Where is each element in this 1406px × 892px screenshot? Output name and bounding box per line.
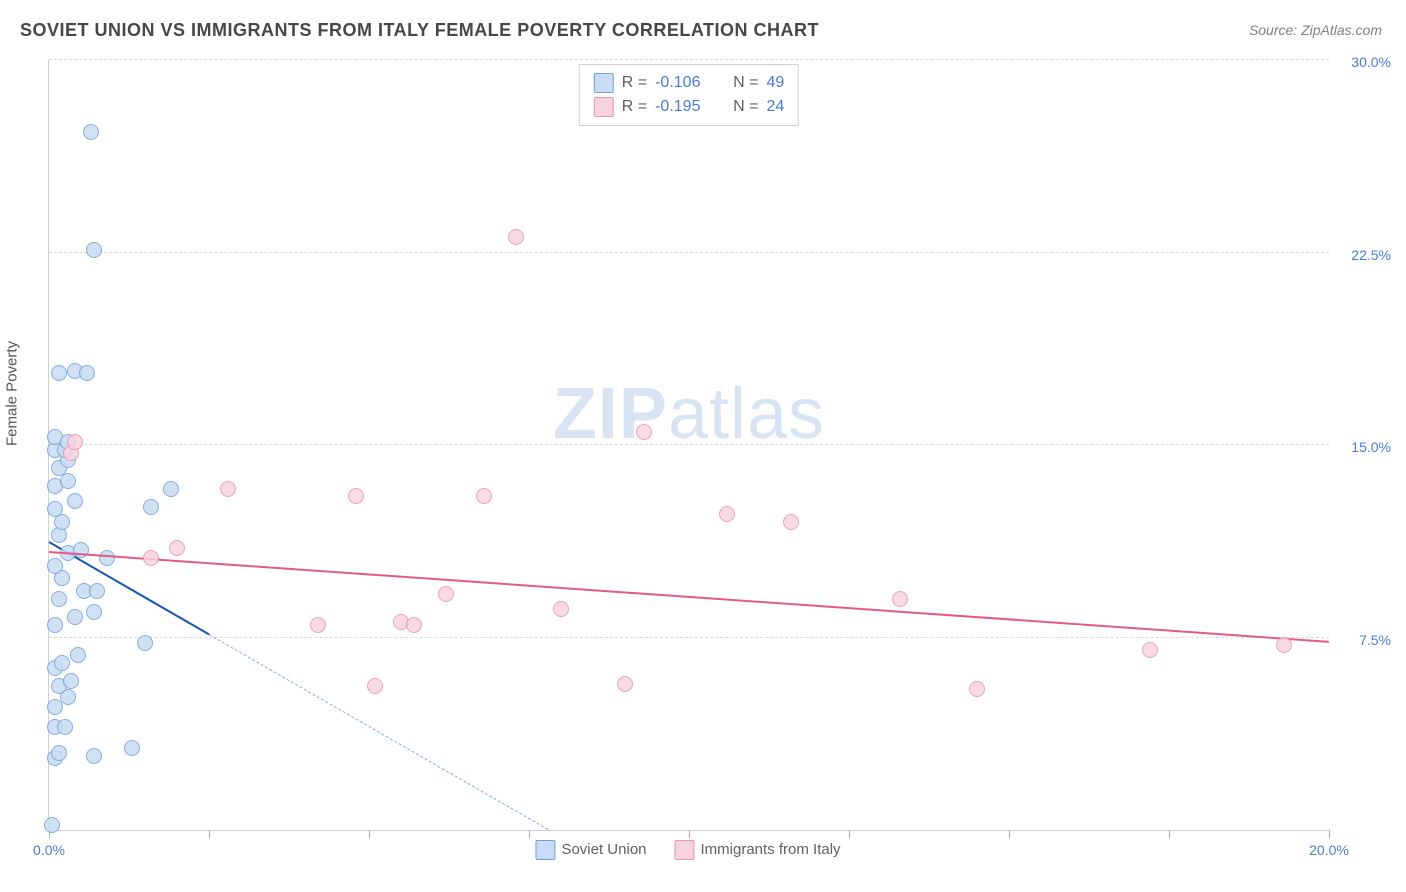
watermark: ZIPatlas (553, 373, 825, 455)
data-point (220, 481, 236, 497)
y-axis-title: Female Poverty (4, 341, 21, 446)
data-point (438, 586, 454, 602)
legend-series: Soviet Union Immigrants from Italy (535, 840, 840, 860)
chart-title: SOVIET UNION VS IMMIGRANTS FROM ITALY FE… (20, 20, 819, 41)
data-point (83, 124, 99, 140)
data-point (57, 719, 73, 735)
data-point (60, 473, 76, 489)
data-point (124, 740, 140, 756)
legend-stat-row: R =-0.195N =24 (594, 95, 784, 119)
data-point (47, 558, 63, 574)
gridline (49, 444, 1329, 445)
data-point (70, 647, 86, 663)
trend-line (49, 551, 1329, 643)
x-tick (1329, 830, 1330, 838)
data-point (86, 604, 102, 620)
data-point (969, 681, 985, 697)
x-tick (689, 830, 690, 838)
y-tick-label: 7.5% (1359, 632, 1391, 648)
x-tick-label: 20.0% (1309, 842, 1349, 858)
legend-item: Immigrants from Italy (675, 840, 841, 860)
data-point (51, 365, 67, 381)
x-tick (529, 830, 530, 838)
gridline (49, 59, 1329, 60)
data-point (143, 499, 159, 515)
trend-line (209, 634, 549, 830)
data-point (63, 673, 79, 689)
x-tick (209, 830, 210, 838)
data-point (67, 434, 83, 450)
source-label: Source: ZipAtlas.com (1249, 22, 1382, 38)
gridline (49, 252, 1329, 253)
data-point (367, 678, 383, 694)
data-point (476, 488, 492, 504)
data-point (143, 550, 159, 566)
data-point (67, 609, 83, 625)
plot-area: ZIPatlas R =-0.106N =49R =-0.195N =24 7.… (48, 60, 1329, 831)
data-point (73, 542, 89, 558)
legend-stats: R =-0.106N =49R =-0.195N =24 (579, 64, 799, 126)
legend-stat-row: R =-0.106N =49 (594, 71, 784, 95)
y-tick-label: 22.5% (1351, 247, 1391, 263)
data-point (348, 488, 364, 504)
data-point (47, 617, 63, 633)
data-point (783, 514, 799, 530)
data-point (636, 424, 652, 440)
data-point (89, 583, 105, 599)
data-point (51, 745, 67, 761)
x-tick (369, 830, 370, 838)
data-point (86, 748, 102, 764)
data-point (44, 817, 60, 833)
data-point (169, 540, 185, 556)
data-point (67, 493, 83, 509)
data-point (719, 506, 735, 522)
data-point (1142, 642, 1158, 658)
data-point (54, 655, 70, 671)
x-tick (849, 830, 850, 838)
y-tick-label: 30.0% (1351, 54, 1391, 70)
data-point (99, 550, 115, 566)
data-point (892, 591, 908, 607)
data-point (51, 591, 67, 607)
x-tick-label: 0.0% (33, 842, 65, 858)
chart-area: ZIPatlas R =-0.106N =49R =-0.195N =24 7.… (48, 60, 1328, 830)
y-tick-label: 15.0% (1351, 439, 1391, 455)
data-point (163, 481, 179, 497)
x-tick (1009, 830, 1010, 838)
legend-item: Soviet Union (535, 840, 646, 860)
data-point (553, 601, 569, 617)
data-point (79, 365, 95, 381)
x-tick (1169, 830, 1170, 838)
data-point (508, 229, 524, 245)
data-point (47, 501, 63, 517)
data-point (310, 617, 326, 633)
data-point (406, 617, 422, 633)
gridline (49, 637, 1329, 638)
data-point (1276, 637, 1292, 653)
data-point (137, 635, 153, 651)
data-point (617, 676, 633, 692)
data-point (86, 242, 102, 258)
